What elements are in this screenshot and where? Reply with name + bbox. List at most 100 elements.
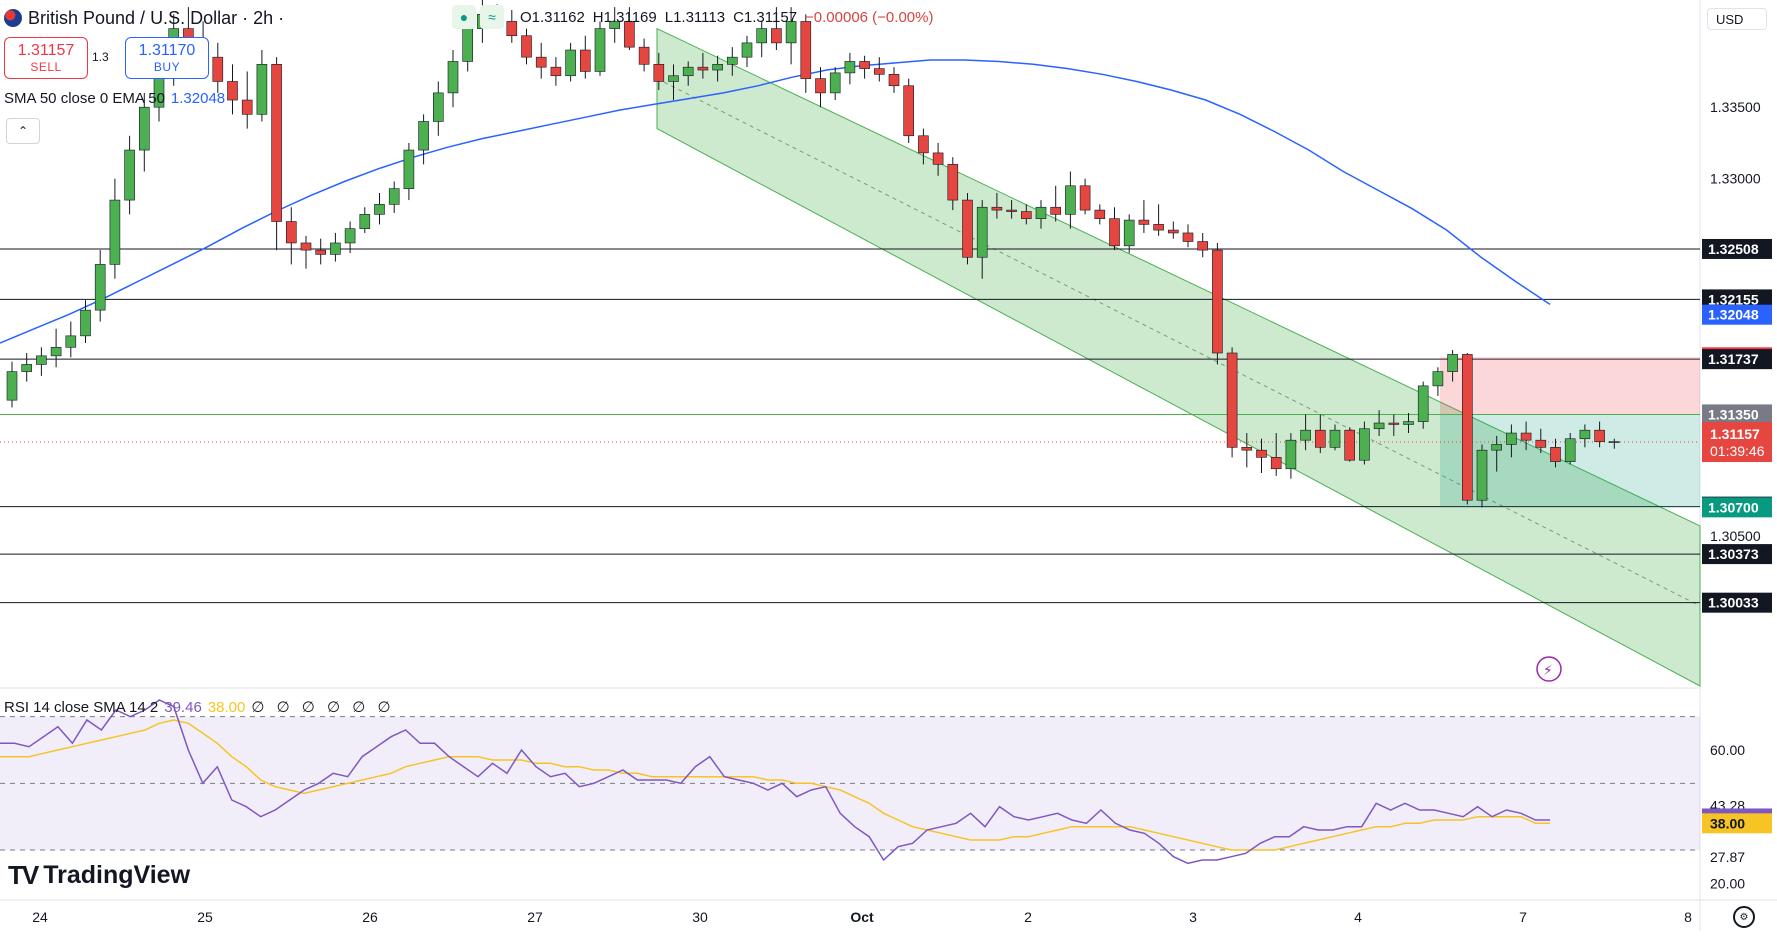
candle-body[interactable] (800, 21, 812, 79)
candle-body[interactable] (726, 56, 738, 65)
candle-body[interactable] (432, 92, 444, 122)
candle-body[interactable] (535, 56, 547, 68)
candle-body[interactable] (638, 46, 650, 65)
candle-body[interactable] (1417, 385, 1429, 422)
data-feed-icon[interactable]: ≈ (480, 5, 504, 29)
candle-body[interactable] (1344, 429, 1355, 461)
candle-body[interactable] (1182, 232, 1194, 242)
candle-body[interactable] (315, 249, 327, 255)
candle-body[interactable] (844, 61, 856, 74)
candle-body[interactable] (1594, 429, 1605, 442)
candle-body[interactable] (873, 68, 885, 75)
candle-body[interactable] (139, 106, 150, 151)
candle-body[interactable] (388, 188, 400, 205)
candle-body[interactable] (1197, 241, 1208, 251)
candle-body[interactable] (1226, 352, 1238, 448)
candle-body[interactable] (1168, 229, 1179, 234)
candle-body[interactable] (712, 64, 723, 71)
candle-body[interactable] (521, 35, 532, 58)
candle-body[interactable] (1079, 185, 1091, 211)
candle-body[interactable] (1491, 444, 1502, 451)
candle-body[interactable] (918, 135, 929, 154)
candle-body[interactable] (227, 81, 238, 101)
candle-body[interactable] (1285, 439, 1297, 470)
candle-body[interactable] (1006, 209, 1017, 212)
candle-body[interactable] (1065, 185, 1076, 215)
candle-body[interactable] (579, 49, 591, 72)
candle-body[interactable] (962, 199, 973, 258)
symbol-header[interactable]: British Pound / U.S. Dollar · 2h · (4, 6, 284, 30)
candle-body[interactable] (1550, 447, 1561, 462)
candle-body[interactable] (403, 149, 415, 189)
candle-body[interactable] (1123, 219, 1135, 247)
candle-body[interactable] (932, 152, 944, 165)
candle-body[interactable] (594, 28, 606, 72)
candle-body[interactable] (565, 49, 576, 77)
candle-body[interactable] (1535, 439, 1547, 448)
gear-icon[interactable]: ⚙ (1733, 906, 1755, 928)
candle-body[interactable] (1315, 429, 1326, 448)
candle-body[interactable] (859, 61, 870, 69)
candle-body[interactable] (1329, 429, 1341, 448)
candle-body[interactable] (903, 85, 915, 137)
candle-body[interactable] (271, 64, 282, 222)
candle-body[interactable] (6, 371, 18, 401)
collapse-legend-button[interactable]: ⌃ (6, 118, 40, 144)
candle-body[interactable] (756, 28, 768, 44)
candle-body[interactable] (80, 309, 91, 337)
candle-body[interactable] (976, 206, 988, 258)
candle-body[interactable] (124, 149, 135, 201)
candle-body[interactable] (1506, 432, 1517, 445)
candle-body[interactable] (109, 199, 121, 265)
rsi-legend[interactable]: RSI 14 close SMA 14 2 39.46 38.00 ∅ ∅ ∅ ∅ ∅… (4, 698, 395, 716)
candle-body[interactable] (668, 75, 679, 82)
currency-selector[interactable]: USD (1707, 8, 1767, 30)
candle-body[interactable] (94, 264, 106, 311)
candle-body[interactable] (1109, 218, 1120, 247)
candle-body[interactable] (1579, 429, 1591, 440)
candle-body[interactable] (447, 61, 459, 94)
candle-body[interactable] (1388, 422, 1400, 425)
candle-body[interactable] (1138, 219, 1150, 225)
rsi-sma-line[interactable] (0, 719, 1550, 851)
candle-body[interactable] (1035, 206, 1047, 219)
candle-body[interactable] (550, 66, 562, 77)
candle-body[interactable] (1359, 428, 1370, 461)
candle-body[interactable] (1153, 224, 1164, 231)
candle-body[interactable] (212, 56, 224, 82)
candle-body[interactable] (1447, 354, 1458, 372)
candle-body[interactable] (1476, 449, 1488, 501)
candle-body[interactable] (888, 74, 900, 87)
candle-body[interactable] (1373, 422, 1385, 430)
candle-body[interactable] (1241, 447, 1253, 451)
candle-body[interactable] (653, 64, 665, 82)
candle-body[interactable] (624, 21, 635, 48)
sell-button[interactable]: 1.31157 SELL (4, 37, 88, 79)
stop-loss-zone[interactable] (1440, 357, 1700, 415)
market-open-icon[interactable]: ● (452, 5, 476, 29)
buy-button[interactable]: 1.31170 BUY (125, 37, 209, 79)
candle-body[interactable] (1256, 449, 1267, 458)
candle-body[interactable] (300, 242, 312, 251)
candle-body[interactable] (21, 364, 33, 372)
candle-body[interactable] (741, 42, 753, 58)
candle-body[interactable] (682, 66, 694, 77)
candle-body[interactable] (1050, 206, 1061, 215)
candle-body[interactable] (1212, 249, 1223, 354)
candle-body[interactable] (65, 335, 77, 348)
candle-body[interactable] (1300, 429, 1311, 441)
candle-body[interactable] (1564, 438, 1576, 462)
candle-body[interactable] (771, 28, 782, 44)
candle-body[interactable] (947, 164, 959, 201)
candle-body[interactable] (374, 204, 385, 215)
candle-body[interactable] (697, 66, 709, 71)
tradingview-logo[interactable]: TV TradingView (8, 860, 190, 891)
candle-body[interactable] (815, 78, 826, 94)
sma-legend[interactable]: SMA 50 close 0 EMA 50 1.32048 (4, 90, 225, 107)
candle-body[interactable] (359, 214, 371, 229)
candle-body[interactable] (991, 206, 1003, 211)
candle-body[interactable] (1270, 457, 1282, 470)
candle-body[interactable] (506, 21, 518, 37)
